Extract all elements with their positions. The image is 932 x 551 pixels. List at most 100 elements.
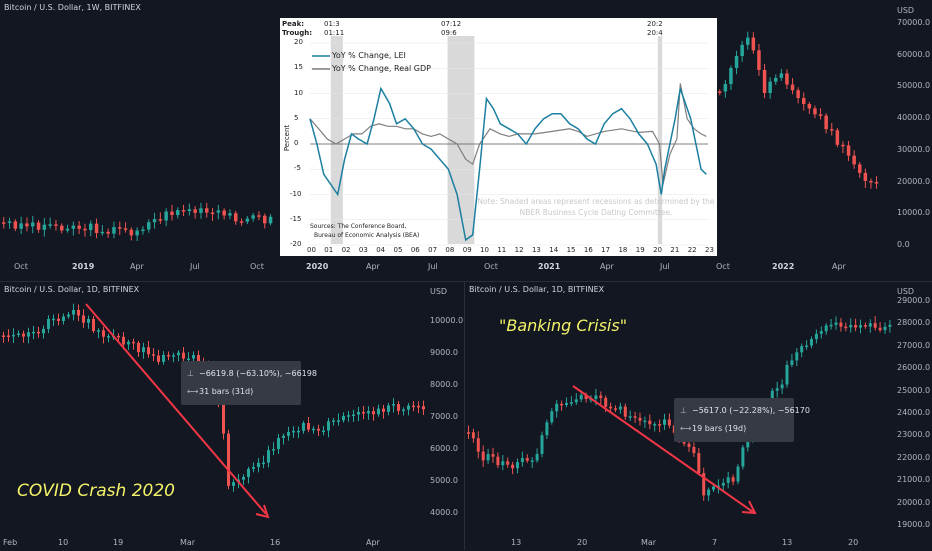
banking-drop-arrow <box>572 385 754 513</box>
lei-gdp-inset-chart: Peak: Trough: 01:3 01:11 07:12 09:6 20:2 20:4… <box>280 18 717 256</box>
banking-candle <box>516 458 519 474</box>
weekly-candle <box>813 105 817 119</box>
covid-x-tick: 19 <box>113 538 124 547</box>
banking-candle <box>859 319 862 334</box>
covid-y-tick: 10000.0 <box>430 316 464 325</box>
inset-y-tick: -20 <box>290 240 302 248</box>
inset-x-tick: 09 <box>462 246 472 254</box>
inset-x-tick: 01 <box>324 246 334 254</box>
banking-candle <box>467 425 470 439</box>
weekly-candle <box>807 101 812 115</box>
weekly-y-tick: 0.0 <box>897 239 910 249</box>
recession-trough-date: 09:6 <box>441 29 457 37</box>
inset-x-tick: 23 <box>705 246 714 254</box>
weekly-x-tick: Oct <box>250 262 264 271</box>
weekly-x-tick: Jul <box>428 262 438 271</box>
weekly-candle <box>239 218 244 226</box>
weekly-x-tick: Oct <box>484 262 498 271</box>
weekly-x-tick: 2022 <box>772 262 795 271</box>
banking-candle <box>726 471 730 489</box>
banking-candle <box>868 319 872 333</box>
banking-candle <box>471 428 475 443</box>
covid-candle <box>92 315 95 334</box>
covid-candle <box>307 416 310 433</box>
banking-crisis-annotation[interactable]: "Banking Crisis" <box>499 316 628 335</box>
weekly-candle <box>768 77 772 99</box>
covid-candle <box>372 406 375 421</box>
banking-currency-label: USD <box>897 287 915 296</box>
banking-candle <box>785 360 789 388</box>
weekly-candle <box>31 215 35 234</box>
price-range-icon: ⊥ <box>680 406 687 415</box>
banking-candle <box>741 444 745 470</box>
inset-x-tick: 13 <box>531 246 541 254</box>
inset-x-tick: 11 <box>497 246 507 254</box>
banking-chart-panel[interactable]: Bitcoin / U.S. Dollar, 1D, BITFINEX USD … <box>465 281 932 551</box>
covid-crash-annotation[interactable]: COVID Crash 2020 <box>17 481 175 501</box>
banking-candle <box>854 318 858 332</box>
covid-candle <box>317 424 320 436</box>
recession-peak-date: 01:3 <box>324 20 340 28</box>
weekly-y-tick: 30000.0 <box>897 144 931 154</box>
weekly-candle <box>751 32 756 54</box>
covid-candle <box>107 333 110 343</box>
inset-x-tick: 22 <box>687 246 697 254</box>
covid-chart-panel[interactable]: Bitcoin / U.S. Dollar, 1D, BITFINEX USD … <box>0 281 464 551</box>
weekly-candle <box>199 202 203 219</box>
weekly-candle <box>830 122 834 136</box>
banking-x-tick: 13 <box>782 538 793 547</box>
banking-candle <box>775 381 779 398</box>
banking-y-tick: 28000.0 <box>897 318 931 328</box>
weekly-candle <box>734 50 739 75</box>
price-range-icon: ⊥ <box>187 369 194 378</box>
covid-candle <box>62 313 65 325</box>
banking-candle <box>569 396 573 407</box>
covid-candle <box>82 309 85 328</box>
recession-peak-date: 07:12 <box>441 20 462 28</box>
inset-x-tick: 10 <box>480 246 489 254</box>
covid-candle <box>287 426 290 441</box>
covid-candle <box>147 340 150 358</box>
covid-candle <box>272 442 275 456</box>
weekly-candle <box>762 63 767 99</box>
banking-y-tick: 21000.0 <box>897 475 931 485</box>
inset-x-tick: 16 <box>583 246 593 254</box>
weekly-candle <box>251 212 255 222</box>
covid-x-tick: Feb <box>3 538 18 547</box>
covid-candle <box>357 406 360 422</box>
weekly-x-tick: Apr <box>130 262 144 271</box>
covid-candle <box>67 311 70 319</box>
banking-x-tick: 20 <box>577 538 588 547</box>
inset-note: Note: Shaded areas represent recessions … <box>477 197 715 217</box>
covid-candle <box>337 413 340 426</box>
covid-candle <box>232 479 235 492</box>
recession-trough-date: 01:11 <box>324 29 345 37</box>
inset-x-tick: 03 <box>358 246 368 254</box>
inset-trough-label: Trough: <box>282 29 313 37</box>
covid-candle <box>412 401 415 412</box>
banking-candle <box>692 442 696 457</box>
weekly-candle <box>841 141 845 154</box>
weekly-candle <box>19 216 23 235</box>
banking-candle <box>643 416 647 428</box>
weekly-x-tick: 2021 <box>538 262 561 271</box>
weekly-candle <box>818 108 823 120</box>
weekly-candle <box>48 217 52 229</box>
banking-candle <box>839 318 843 332</box>
weekly-x-tick: Oct <box>14 262 28 271</box>
banking-y-tick: 27000.0 <box>897 340 931 350</box>
covid-x-tick: 16 <box>270 538 281 547</box>
weekly-currency-label: USD <box>897 6 915 15</box>
lei-series-line <box>309 86 707 242</box>
banking-candle <box>496 452 500 469</box>
weekly-candle <box>228 209 232 220</box>
weekly-x-tick: Apr <box>600 262 614 271</box>
inset-y-tick: 0 <box>294 139 299 147</box>
covid-candle <box>7 329 10 342</box>
banking-candle <box>623 403 627 420</box>
banking-candle <box>805 340 809 350</box>
weekly-candle <box>141 226 145 235</box>
banking-candle <box>667 413 671 429</box>
covid-drop-arrow <box>85 303 267 515</box>
weekly-candle <box>234 210 238 225</box>
